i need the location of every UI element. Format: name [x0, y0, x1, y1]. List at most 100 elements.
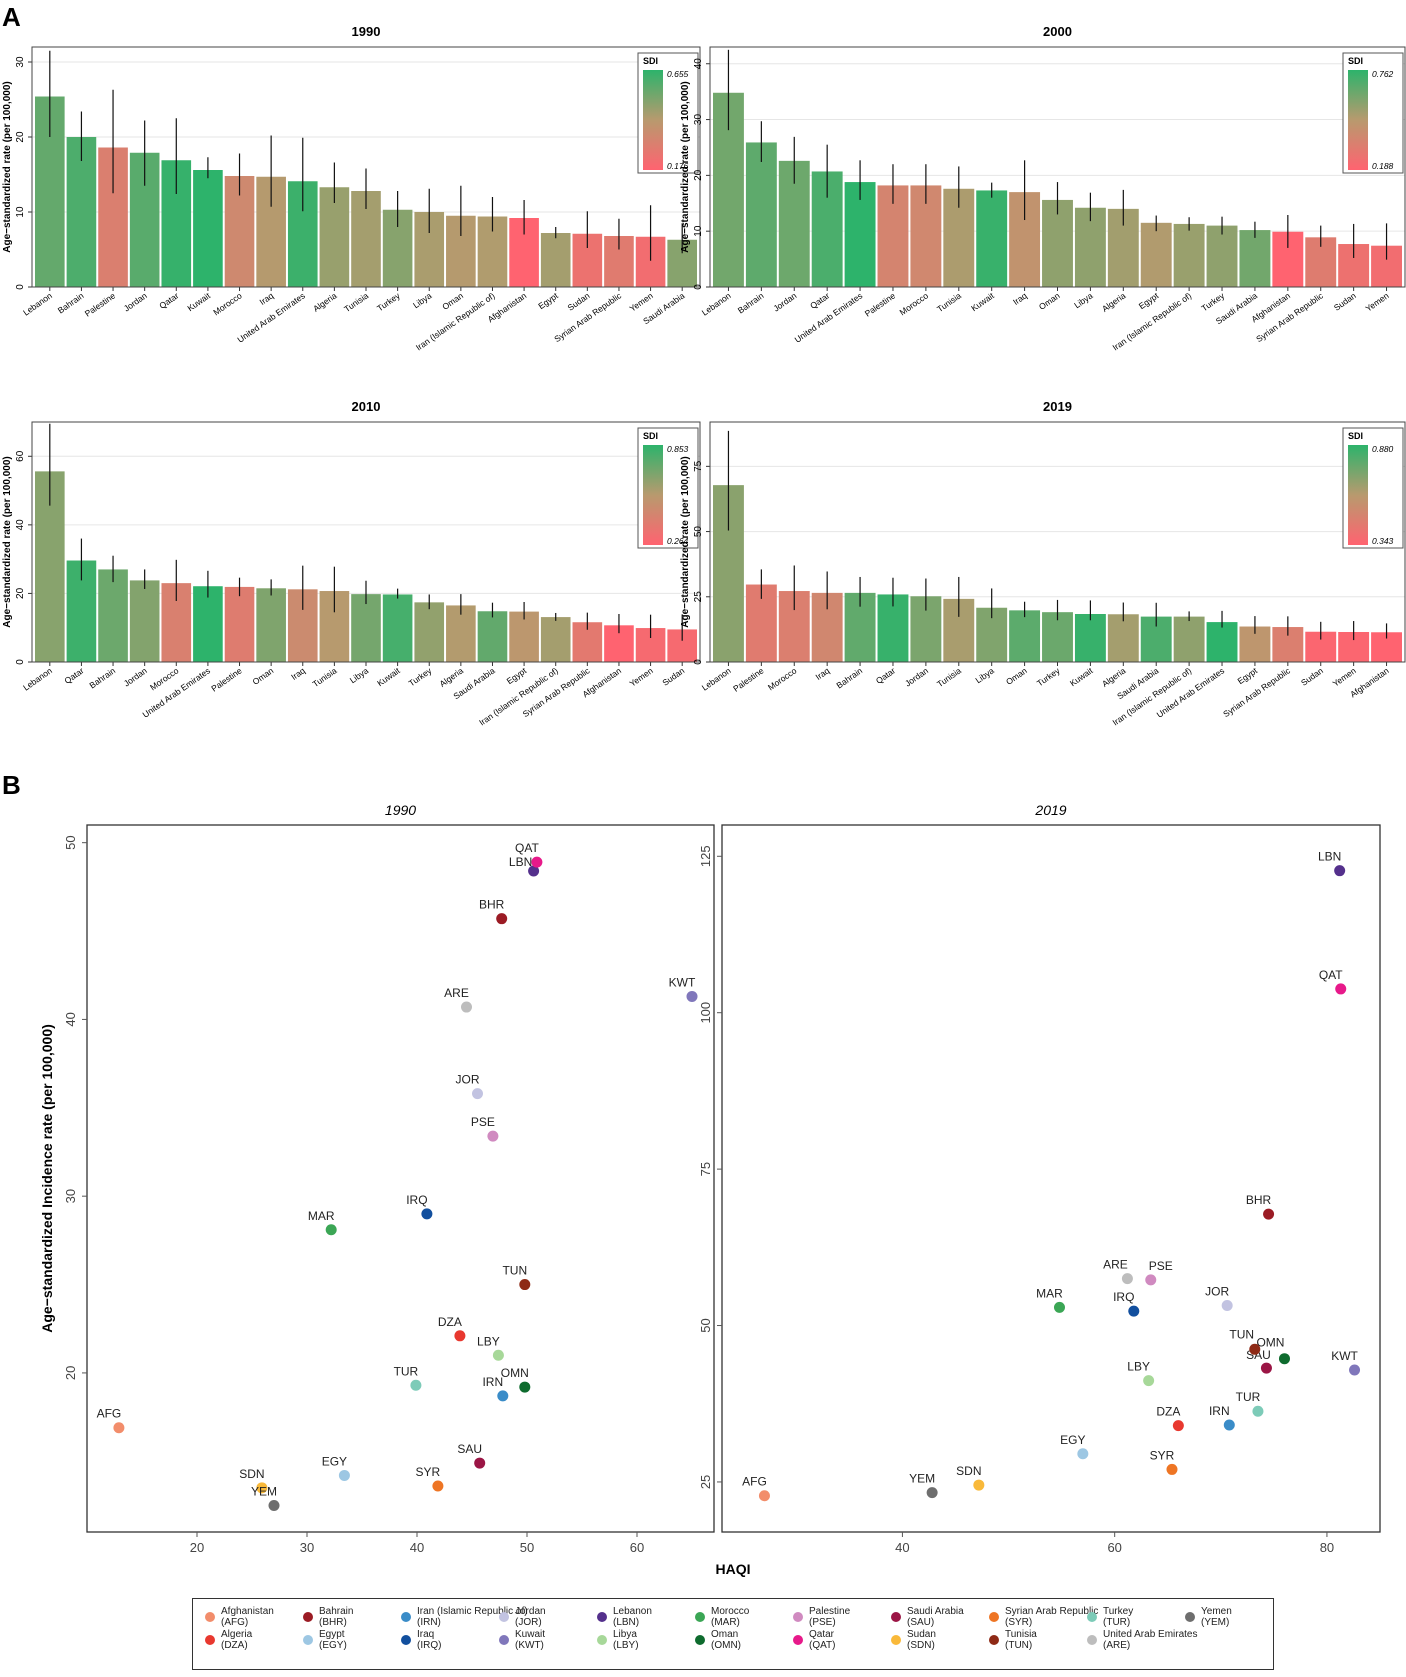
- bar-Algeria: [1107, 614, 1139, 662]
- bar-Algeria: [319, 187, 350, 287]
- legend-country-name: Yemen: [1201, 1606, 1232, 1617]
- sdi-legend-min: 0.343: [1372, 536, 1394, 546]
- y-tick-label: 75: [698, 1162, 713, 1176]
- point-LBN: [1334, 865, 1346, 877]
- y-tick-label: 50: [698, 1318, 713, 1332]
- legend-country-name: Syrian Arab Republic: [1005, 1606, 1099, 1617]
- point-label: ARE: [1103, 1258, 1128, 1272]
- plot-frame: [709, 421, 1406, 663]
- bar-Jordan: [129, 580, 160, 662]
- y-tick-label: 100: [698, 1002, 713, 1024]
- y-tick-label: 40: [63, 1012, 78, 1026]
- bar-Turkey: [1206, 225, 1238, 287]
- x-tick-label: Iraq: [1011, 290, 1029, 307]
- legend-country-code: (LBN): [613, 1617, 640, 1628]
- x-tick-label: Turkey: [1199, 290, 1226, 313]
- legend-country-code: (OMN): [711, 1640, 741, 1651]
- bar-Bahrain: [98, 569, 128, 662]
- legend-entry: Kuwait (KWT): [515, 1629, 545, 1651]
- legend-swatch: [597, 1635, 607, 1645]
- sdi-legend-min: 0.264: [667, 536, 689, 546]
- x-tick-label: Jordan: [122, 290, 149, 313]
- legend-country-name: Turkey: [1103, 1606, 1134, 1617]
- legend-country-code: (TUN): [1005, 1640, 1033, 1651]
- plot-frame: [31, 46, 701, 288]
- x-tick-label: Jordan: [122, 665, 149, 688]
- sdi-legend-title: SDI: [643, 56, 658, 66]
- legend-entry: Afghanistan (AFG): [221, 1606, 274, 1628]
- point-label: JOR: [1205, 1285, 1229, 1299]
- x-tick-label: Morocco: [898, 290, 931, 317]
- point-label: IRN: [1209, 1404, 1230, 1418]
- legend-country-code: (AFG): [221, 1617, 249, 1628]
- legend-country-code: (KWT): [515, 1640, 544, 1651]
- legend-country-name: Libya: [613, 1629, 637, 1640]
- legend-entry: Algeria (DZA): [221, 1629, 252, 1651]
- legend-country-code: (MAR): [711, 1617, 740, 1628]
- x-tick-label: Kuwait: [1068, 665, 1095, 688]
- point-SYR: [1166, 1463, 1178, 1475]
- legend-country-code: (ARE): [1103, 1640, 1131, 1651]
- point-YEM: [268, 1499, 280, 1511]
- bar-Kuwait: [976, 190, 1008, 287]
- x-tick-label: Libya: [348, 665, 371, 685]
- x-tick-label: Palestine: [209, 665, 244, 693]
- bar-chart-title: 2019: [1043, 399, 1072, 414]
- point-label: EGY: [322, 1454, 347, 1468]
- scatter-title: 1990: [385, 802, 416, 818]
- point-label: BHR: [479, 898, 505, 912]
- x-tick-label: 40: [895, 1540, 909, 1555]
- sdi-legend-title: SDI: [1348, 431, 1363, 441]
- point-label: KWT: [1331, 1349, 1358, 1363]
- y-axis-label: Age−standardized rate (per 100,000): [2, 81, 13, 252]
- legend-country-code: (EGY): [319, 1640, 347, 1651]
- sdi-legend-max: 0.655: [667, 69, 689, 79]
- point-SAU: [474, 1457, 486, 1469]
- legend-entry: Egypt (EGY): [319, 1629, 347, 1651]
- x-tick-label: Bahrain: [87, 665, 117, 690]
- legend-entry: Libya (LBY): [613, 1629, 639, 1651]
- point-QAT: [1335, 983, 1347, 995]
- x-tick-label: Yemen: [1331, 665, 1358, 688]
- y-tick-label: 10: [15, 206, 26, 218]
- panel-label-a: A: [2, 2, 21, 32]
- legend-country-code: (BHR): [319, 1617, 347, 1628]
- x-tick-label: Tunisia: [342, 290, 370, 314]
- x-tick-label: Jordan: [903, 665, 930, 688]
- point-JOR: [1221, 1300, 1233, 1312]
- x-tick-label: Sudan: [660, 665, 686, 687]
- x-tick-label: 60: [1107, 1540, 1121, 1555]
- x-tick-label: 30: [300, 1540, 314, 1555]
- x-tick-label: Kuwait: [185, 290, 212, 313]
- point-KWT: [1349, 1364, 1361, 1376]
- legend-country-name: Bahrain: [319, 1606, 354, 1617]
- legend-swatch: [205, 1635, 215, 1645]
- point-SYR: [432, 1480, 444, 1492]
- bar-Iran (Islamic Republic of): [540, 617, 571, 662]
- y-tick-label: 30: [15, 56, 26, 68]
- point-BHR: [1263, 1208, 1275, 1220]
- x-tick-label: Tunisia: [935, 665, 963, 689]
- legend-swatch: [205, 1612, 215, 1622]
- legend-country-name: United Arab Emirates: [1103, 1629, 1198, 1640]
- x-tick-label: Yemen: [628, 665, 655, 688]
- bar-Algeria: [446, 605, 476, 662]
- legend-entry: United Arab Emirates (ARE): [1103, 1629, 1198, 1651]
- y-tick-label: 30: [693, 114, 704, 126]
- point-label: AFG: [97, 1407, 122, 1421]
- x-tick-label: Algeria: [1100, 665, 1128, 689]
- legend-country-code: (IRQ): [417, 1640, 442, 1651]
- point-label: YEM: [909, 1472, 935, 1486]
- legend-country-code: (SDN): [907, 1640, 935, 1651]
- point-JOR: [472, 1088, 483, 1100]
- x-tick-label: Palestine: [863, 290, 898, 318]
- x-tick-label: Bahrain: [56, 290, 86, 315]
- point-label: SDN: [956, 1464, 981, 1478]
- point-IRQ: [1128, 1305, 1140, 1317]
- bar-chart-title: 2000: [1043, 24, 1072, 39]
- point-label: SDN: [239, 1467, 264, 1481]
- legend-country-code: (IRN): [417, 1617, 441, 1628]
- x-tick-label: Turkey: [407, 665, 434, 688]
- x-tick-label: Lebanon: [700, 665, 733, 692]
